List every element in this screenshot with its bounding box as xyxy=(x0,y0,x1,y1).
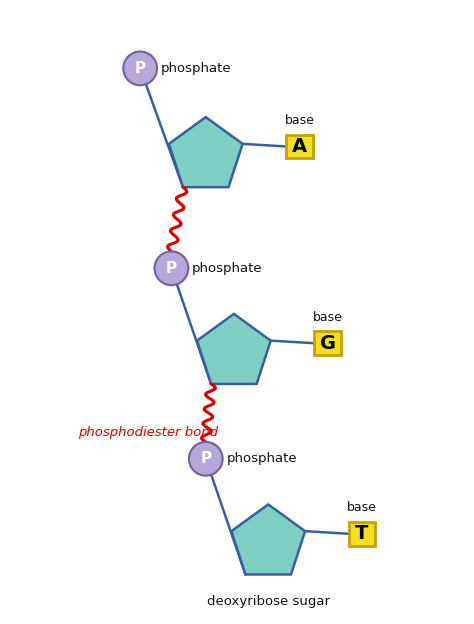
Text: phosphate: phosphate xyxy=(227,452,297,466)
Text: base: base xyxy=(284,114,314,127)
Polygon shape xyxy=(169,117,243,187)
Text: P: P xyxy=(135,61,146,76)
Text: phosphodiester bond: phosphodiester bond xyxy=(78,426,218,439)
Text: deoxyribose sugar: deoxyribose sugar xyxy=(207,595,330,608)
Text: base: base xyxy=(347,502,377,514)
Text: P: P xyxy=(166,261,177,276)
Text: G: G xyxy=(319,334,336,353)
FancyBboxPatch shape xyxy=(314,331,341,355)
FancyBboxPatch shape xyxy=(349,522,375,545)
Text: P: P xyxy=(200,451,211,466)
Text: phosphate: phosphate xyxy=(192,262,263,275)
Circle shape xyxy=(155,251,188,285)
Circle shape xyxy=(189,442,223,475)
Circle shape xyxy=(123,52,157,85)
Text: T: T xyxy=(355,524,369,544)
Polygon shape xyxy=(231,504,305,575)
Polygon shape xyxy=(197,314,271,384)
FancyBboxPatch shape xyxy=(286,135,312,158)
Text: phosphate: phosphate xyxy=(161,62,231,75)
Text: base: base xyxy=(313,311,343,324)
Text: A: A xyxy=(292,137,307,156)
